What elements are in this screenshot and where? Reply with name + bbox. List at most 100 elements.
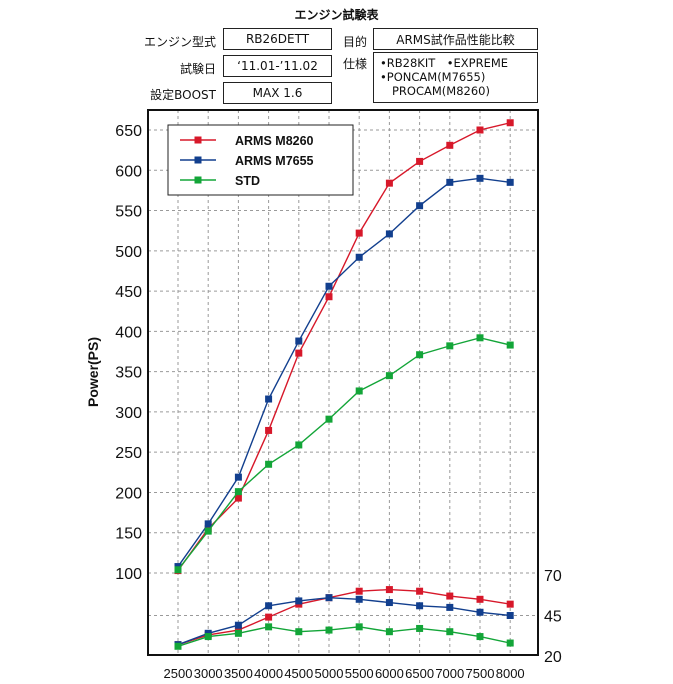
spec-line-2: •PONCAM(M7655) bbox=[380, 70, 486, 84]
torque-series-1-line bbox=[177, 588, 511, 646]
torque-series-1-marker bbox=[506, 600, 514, 608]
x-tick-label: 3500 bbox=[224, 666, 253, 681]
y-tick-label: 350 bbox=[115, 365, 142, 382]
power-series-3-marker bbox=[355, 387, 363, 395]
spec-value: •RB28KIT •EXPREME •PONCAM(M7655) PROCAM(… bbox=[373, 52, 538, 103]
torque-series-1-marker bbox=[355, 587, 363, 595]
power-series-3-marker bbox=[204, 527, 212, 535]
torque-series-3-marker bbox=[385, 628, 393, 636]
legend: ARMS M8260 ARMS M7655 STD bbox=[167, 124, 354, 196]
power-series-2-marker bbox=[476, 174, 484, 182]
x-tick-label: 6500 bbox=[405, 666, 434, 681]
boost-value: MAX 1.6 bbox=[223, 82, 332, 104]
power-series-3-marker bbox=[174, 566, 182, 574]
torque-series-2-marker bbox=[355, 595, 363, 603]
boost-label: 設定BOOST bbox=[150, 88, 216, 102]
purpose-value: ARMS試作品性能比較 bbox=[373, 28, 538, 50]
legend-marker bbox=[194, 136, 202, 144]
power-series-1-marker bbox=[446, 141, 454, 149]
x-tick-label: 4000 bbox=[254, 666, 283, 681]
torque-series-1-marker bbox=[385, 586, 393, 594]
y-tick-label: 300 bbox=[115, 405, 142, 422]
torque-series-3-line bbox=[177, 626, 511, 647]
x-tick-label: 2500 bbox=[164, 666, 193, 681]
power-series-2-marker bbox=[355, 253, 363, 261]
torque-series-3-marker bbox=[446, 628, 454, 636]
power-series-3-marker bbox=[385, 372, 393, 380]
torque-series-2-marker bbox=[506, 612, 514, 619]
y-tick-label: 100 bbox=[115, 566, 142, 583]
power-series-2-marker bbox=[204, 520, 212, 528]
torque-series-1-marker bbox=[416, 587, 424, 595]
x-tick-label: 6000 bbox=[375, 666, 404, 681]
power-series-3-marker bbox=[416, 351, 424, 359]
torque-series-2-line bbox=[177, 596, 511, 646]
power-series-3-marker bbox=[446, 342, 454, 350]
y-tick-label: 150 bbox=[115, 526, 142, 543]
x-tick-label: 7500 bbox=[466, 666, 495, 681]
y-tick-label: 500 bbox=[115, 244, 142, 261]
torque-series-2-marker bbox=[416, 602, 424, 610]
power-series-1-marker bbox=[234, 494, 242, 502]
y-tick-label: 450 bbox=[115, 284, 142, 301]
torque-series-3-marker bbox=[476, 633, 484, 641]
y-tick-label: 250 bbox=[115, 445, 142, 462]
power-series-1-marker bbox=[476, 126, 484, 134]
purpose-label: 目的 bbox=[342, 35, 367, 49]
legend-marker bbox=[194, 176, 202, 184]
torque-series-3-marker bbox=[174, 642, 182, 650]
torque-series-3-marker bbox=[204, 633, 212, 641]
x-tick-label: 4500 bbox=[284, 666, 313, 681]
y2-tick-label: 70 bbox=[544, 568, 562, 585]
spec-label: 仕様 bbox=[342, 57, 367, 71]
power-series-2-marker bbox=[325, 282, 333, 290]
torque-series-2-marker bbox=[295, 597, 303, 605]
spec-line-1: •RB28KIT •EXPREME bbox=[380, 56, 509, 70]
legend-label: ARMS M7655 bbox=[235, 154, 314, 168]
legend-label: ARMS M8260 bbox=[235, 134, 314, 148]
legend-label: STD bbox=[235, 174, 260, 188]
plot-frame bbox=[147, 109, 539, 656]
power-series-1-marker bbox=[295, 349, 303, 357]
power-series-1-line bbox=[177, 122, 511, 571]
torque-series-3-marker bbox=[295, 628, 303, 636]
x-tick-label: 8000 bbox=[496, 666, 525, 681]
x-tick-label: 5500 bbox=[345, 666, 374, 681]
torque-series-3-marker bbox=[355, 623, 363, 631]
power-series-2-marker bbox=[385, 230, 393, 238]
torque-series-3-marker bbox=[234, 629, 242, 637]
torque-series-2-marker bbox=[234, 621, 242, 629]
power-series-2-marker bbox=[234, 473, 242, 481]
power-series-2-marker bbox=[416, 202, 424, 210]
engine-label: エンジン型式 bbox=[143, 35, 216, 49]
date-label: 試験日 bbox=[179, 62, 216, 76]
x-tick-label: 7000 bbox=[435, 666, 464, 681]
torque-series-2-marker bbox=[476, 608, 484, 616]
y-tick-label: 600 bbox=[115, 163, 142, 180]
power-series-3-line bbox=[177, 337, 511, 571]
y-tick-label: 400 bbox=[115, 324, 142, 341]
torque-series-1-marker bbox=[446, 592, 454, 600]
power-series-3-marker bbox=[234, 488, 242, 496]
legend-marker bbox=[194, 156, 202, 164]
torque-series-1-marker bbox=[265, 613, 273, 621]
power-series-1-marker bbox=[416, 157, 424, 165]
spec-line-3: PROCAM(M8260) bbox=[392, 84, 490, 98]
power-series-2-marker bbox=[446, 178, 454, 186]
torque-series-3-marker bbox=[325, 626, 333, 634]
torque-series-3-marker bbox=[265, 623, 273, 631]
torque-series-3-marker bbox=[416, 624, 424, 632]
y2-tick-label: 45 bbox=[544, 609, 562, 626]
power-series-3-marker bbox=[265, 460, 273, 468]
power-series-2-marker bbox=[295, 337, 303, 345]
power-series-1-marker bbox=[385, 179, 393, 187]
y-tick-label: 650 bbox=[115, 123, 142, 140]
y-tick-label: 200 bbox=[115, 485, 142, 502]
torque-series-1-marker bbox=[476, 595, 484, 603]
torque-series-2-marker bbox=[265, 602, 273, 610]
torque-series-2-marker bbox=[446, 603, 454, 611]
power-series-3-marker bbox=[506, 341, 514, 349]
torque-series-2-marker bbox=[385, 599, 393, 607]
power-series-1-marker bbox=[325, 293, 333, 301]
